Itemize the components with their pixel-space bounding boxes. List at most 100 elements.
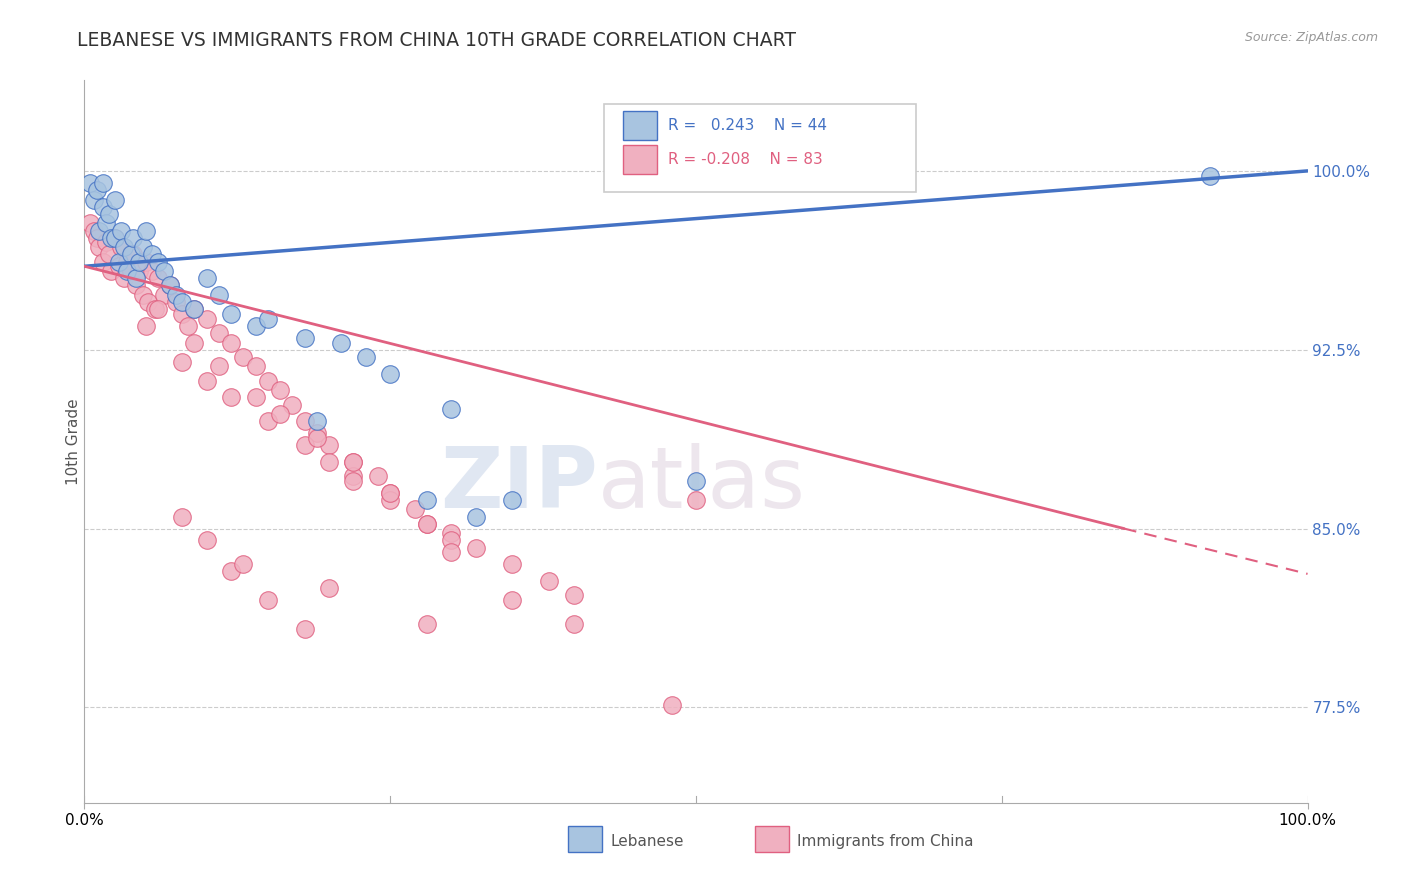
Point — [245, 359, 267, 374]
Text: Source: ZipAtlas.com: Source: ZipAtlas.com — [1244, 31, 1378, 45]
Point — [257, 593, 280, 607]
Point — [354, 350, 377, 364]
FancyBboxPatch shape — [623, 145, 657, 174]
Point — [91, 200, 114, 214]
Point — [281, 398, 304, 412]
Point — [128, 254, 150, 268]
Point — [172, 295, 194, 310]
Point — [219, 335, 242, 350]
Point — [146, 254, 169, 268]
Point — [97, 247, 120, 261]
Point — [502, 492, 524, 507]
Point — [172, 307, 194, 321]
Point — [294, 414, 316, 428]
Point — [91, 176, 114, 190]
Point — [125, 271, 148, 285]
Point — [96, 235, 118, 250]
Point — [257, 374, 280, 388]
Point — [110, 223, 132, 237]
Point — [107, 254, 129, 268]
Point — [318, 438, 340, 452]
Y-axis label: 10th Grade: 10th Grade — [66, 398, 80, 485]
Point — [100, 264, 122, 278]
Point — [294, 622, 316, 636]
Point — [195, 271, 218, 285]
Point — [538, 574, 561, 588]
Point — [177, 318, 200, 333]
Point — [305, 414, 328, 428]
Point — [257, 414, 280, 428]
Point — [464, 509, 486, 524]
Point — [104, 193, 127, 207]
Point — [146, 271, 169, 285]
Point — [502, 593, 524, 607]
Point — [257, 311, 280, 326]
Point — [112, 271, 135, 285]
Point — [305, 431, 328, 445]
Point — [141, 247, 163, 261]
Point — [83, 223, 105, 237]
Point — [112, 240, 135, 254]
Point — [100, 230, 122, 244]
Point — [115, 254, 138, 268]
Point — [195, 374, 218, 388]
Point — [661, 698, 683, 712]
Point — [245, 391, 267, 405]
Point — [183, 302, 205, 317]
Point — [122, 230, 145, 244]
Point — [146, 302, 169, 317]
Point — [143, 302, 166, 317]
Point — [120, 247, 142, 261]
Text: Lebanese: Lebanese — [610, 834, 683, 848]
Point — [107, 260, 129, 274]
Point — [91, 254, 114, 268]
Point — [208, 326, 231, 340]
Point — [502, 558, 524, 572]
Point — [125, 278, 148, 293]
Point — [159, 278, 181, 293]
Point — [440, 402, 463, 417]
FancyBboxPatch shape — [568, 826, 602, 852]
Point — [294, 331, 316, 345]
Point — [141, 264, 163, 278]
Point — [318, 455, 340, 469]
Point — [380, 492, 402, 507]
Point — [165, 288, 187, 302]
Text: R = -0.208    N = 83: R = -0.208 N = 83 — [668, 153, 823, 168]
Point — [562, 617, 585, 632]
Point — [128, 264, 150, 278]
Point — [183, 335, 205, 350]
Point — [1198, 169, 1220, 183]
Point — [208, 288, 231, 302]
Point — [183, 302, 205, 317]
Point — [132, 240, 155, 254]
Point — [342, 455, 364, 469]
Point — [86, 183, 108, 197]
Text: ZIP: ZIP — [440, 443, 598, 526]
Point — [79, 176, 101, 190]
Point — [380, 485, 402, 500]
Point — [86, 230, 108, 244]
Point — [342, 469, 364, 483]
Text: atlas: atlas — [598, 443, 806, 526]
Point — [87, 223, 110, 237]
Point — [416, 492, 439, 507]
Point — [219, 391, 242, 405]
Point — [367, 469, 389, 483]
Point — [380, 367, 402, 381]
Point — [122, 247, 145, 261]
Point — [562, 588, 585, 602]
Point — [79, 216, 101, 230]
Point — [685, 492, 707, 507]
Point — [342, 474, 364, 488]
Point — [232, 350, 254, 364]
Point — [104, 230, 127, 244]
Point — [159, 278, 181, 293]
Point — [219, 565, 242, 579]
Point — [380, 485, 402, 500]
Point — [685, 474, 707, 488]
Point — [416, 516, 439, 531]
Point — [342, 455, 364, 469]
Point — [172, 354, 194, 368]
Point — [87, 240, 110, 254]
